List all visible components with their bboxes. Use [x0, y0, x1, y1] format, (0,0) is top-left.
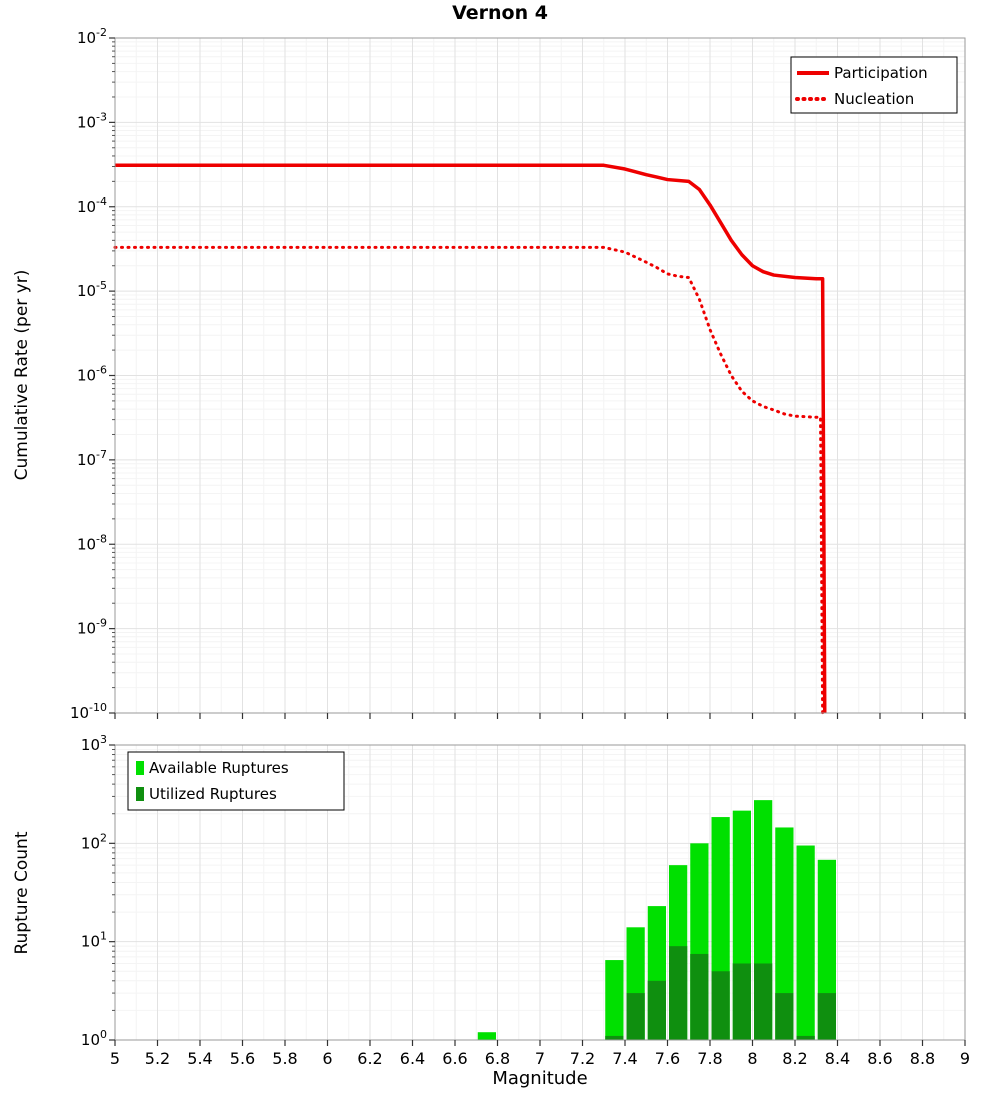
x-tick-label: 6	[322, 1049, 332, 1068]
x-tick-label: 5.2	[145, 1049, 170, 1068]
utilized-ruptures-bars	[605, 946, 836, 1040]
bar	[669, 946, 688, 1040]
x-tick-label: 5.6	[230, 1049, 255, 1068]
participation-legend-label: Participation	[834, 64, 928, 82]
utilized-ruptures-legend-label: Utilized Ruptures	[149, 785, 277, 803]
bar	[647, 980, 666, 1040]
bar	[775, 993, 794, 1040]
legend: Participation Nucleation	[790, 56, 958, 114]
y-tick-label: 103	[81, 733, 107, 754]
legend: Available Ruptures Utilized Ruptures	[127, 751, 345, 811]
bar	[775, 827, 794, 1040]
axes: 10-2 10-3 10-4 10-5 10-6 10-7 10-8 10-9 10-10	[70, 26, 966, 722]
y-tick-label: 10-9	[77, 617, 107, 638]
bar	[796, 1035, 815, 1040]
nucleation-line	[113, 245, 825, 715]
x-tick-label: 5.4	[187, 1049, 212, 1068]
nucleation-legend-label: Nucleation	[834, 90, 914, 108]
figure-title: Vernon 4	[452, 2, 548, 24]
x-tick-label: 8.8	[910, 1049, 935, 1068]
x-tick-label: 7.4	[612, 1049, 637, 1068]
grid-lines	[115, 745, 965, 1040]
bar	[817, 993, 836, 1040]
x-tick-label: 8	[747, 1049, 757, 1068]
x-tick-label: 7.6	[655, 1049, 680, 1068]
y-tick-label: 10-10	[70, 701, 107, 722]
y-tick-label: 10-7	[77, 448, 107, 469]
x-tick-label: 8.2	[782, 1049, 807, 1068]
series-group	[113, 163, 827, 715]
y-tick-label: 10-5	[77, 279, 107, 300]
x-tick-label: 8.4	[825, 1049, 850, 1068]
bar	[732, 963, 751, 1040]
x-tick-label: 9	[960, 1049, 970, 1068]
utilized-ruptures-legend-marker	[136, 787, 144, 801]
x-axis-label: Magnitude	[492, 1068, 588, 1089]
participation-line	[115, 163, 827, 714]
x-tick-label: 6.8	[485, 1049, 510, 1068]
y-tick-label: 10-6	[77, 364, 107, 385]
y-tick-label: 101	[81, 930, 107, 951]
bar	[626, 993, 645, 1040]
bar	[754, 963, 773, 1040]
x-tick-label: 6.4	[400, 1049, 425, 1068]
bar	[711, 971, 730, 1040]
bar	[477, 1032, 496, 1040]
bar	[605, 1035, 624, 1040]
bar	[690, 953, 709, 1040]
y-tick-label: 100	[81, 1028, 107, 1049]
x-tick-label: 7	[535, 1049, 545, 1068]
axes: 5 5.2 5.4 5.6 5.8 6 6.2 6.4 6.6 6.8 7 7.2 7.4 7.6 7.8 8…	[81, 733, 970, 1068]
available-ruptures-legend-marker	[136, 761, 144, 775]
x-tick-label: 7.8	[697, 1049, 722, 1068]
bar	[796, 845, 815, 1040]
x-tick-label: 5.8	[272, 1049, 297, 1068]
x-tick-label: 6.2	[357, 1049, 382, 1068]
y-tick-label: 10-8	[77, 532, 107, 553]
y-tick-label: 10-2	[77, 26, 107, 47]
x-tick-label: 6.6	[442, 1049, 467, 1068]
y-tick-label: 10-3	[77, 110, 107, 131]
series-group	[477, 800, 836, 1040]
grid-lines	[115, 38, 965, 713]
y-tick-label: 102	[81, 831, 107, 852]
x-tick-label: 7.2	[570, 1049, 595, 1068]
available-ruptures-legend-label: Available Ruptures	[149, 759, 289, 777]
x-tick-label: 5	[110, 1049, 120, 1068]
y-tick-label: 10-4	[77, 195, 107, 216]
bar	[605, 960, 624, 1040]
x-tick-label: 8.6	[867, 1049, 892, 1068]
